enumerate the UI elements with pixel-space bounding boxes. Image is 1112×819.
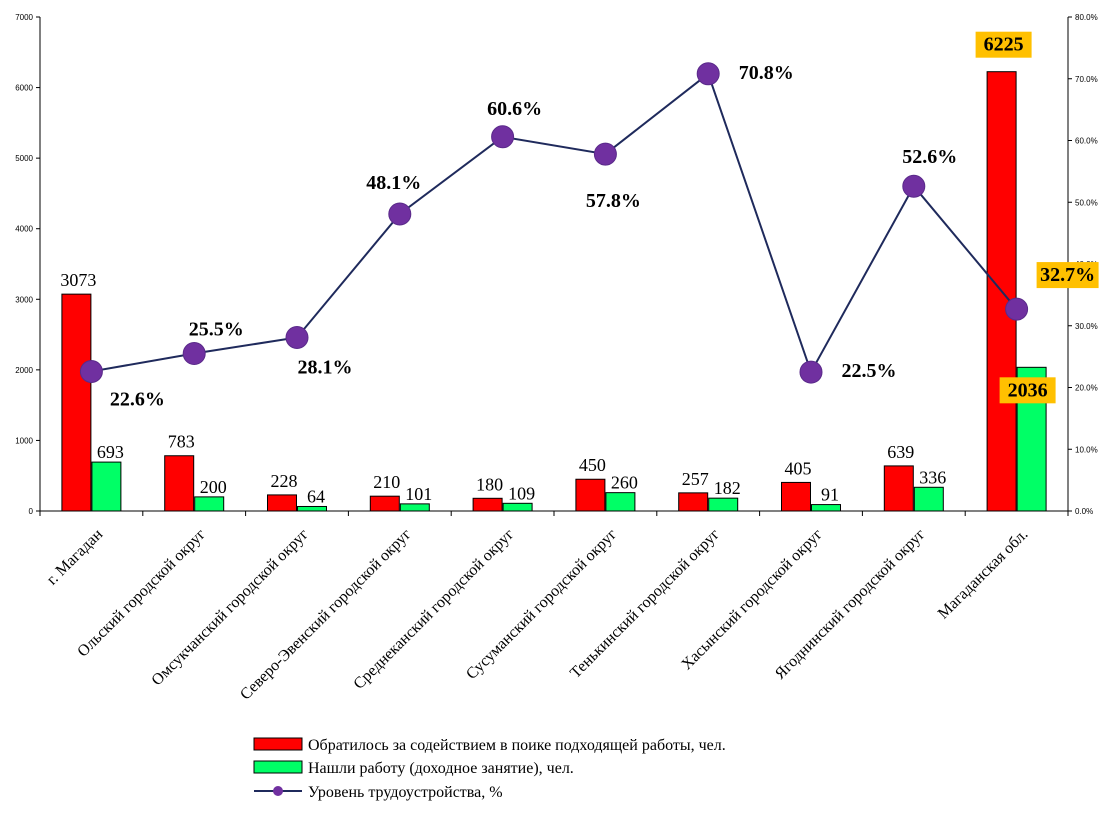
line-label: 32.7% <box>1040 264 1095 286</box>
bar-red-label: 783 <box>168 432 195 452</box>
bar-red <box>472 497 503 512</box>
bar-green-label: 109 <box>508 483 535 503</box>
y-right-tick-label: 10.0% <box>1075 445 1098 454</box>
bar-green <box>297 505 327 512</box>
bar-red-label: 3073 <box>60 270 96 290</box>
line-label: 48.1% <box>366 172 421 194</box>
bar-green-label: 101 <box>405 484 432 504</box>
y-left-tick-label: 3000 <box>15 295 33 304</box>
bar-green-label-box <box>999 377 1056 404</box>
bar-red <box>575 478 606 512</box>
bar-red-label: 450 <box>579 455 606 475</box>
bar-green-label: 260 <box>611 473 638 493</box>
y-right-tick-label: 80.0% <box>1075 13 1098 22</box>
bar-red <box>164 455 195 512</box>
bar-red <box>61 293 92 512</box>
bar-red <box>781 481 811 512</box>
y-right-tick-label: 0.0% <box>1075 507 1093 516</box>
y-left-tick-label: 4000 <box>15 225 33 234</box>
bar-green <box>502 502 533 512</box>
line-label: 25.5% <box>189 319 244 341</box>
line-marker <box>593 142 617 166</box>
line-label-box <box>1036 262 1099 289</box>
legend-swatch-red <box>253 737 303 751</box>
bar-red-label: 257 <box>682 469 709 489</box>
line-marker <box>491 125 515 149</box>
y-right-tick-label: 70.0% <box>1075 75 1098 84</box>
line-employment-rate <box>91 72 1018 375</box>
legend-label-red: Обратилось за содействием в поике подход… <box>308 737 726 754</box>
line-label: 57.8% <box>586 190 641 212</box>
x-tick-label: Среднеканский городской округ <box>350 525 517 692</box>
line-label: 22.6% <box>110 388 165 410</box>
y-left-tick-label: 2000 <box>15 366 33 375</box>
bar-green-label: 200 <box>200 477 227 497</box>
y-right-tick-label: 60.0% <box>1075 137 1098 146</box>
line-marker <box>799 360 823 384</box>
line-marker <box>182 342 206 366</box>
bar-red <box>369 495 400 512</box>
bar-red-label: 405 <box>785 458 812 478</box>
bar-red-label: 228 <box>271 471 298 491</box>
line-label: 22.5% <box>842 360 897 382</box>
bar-green-label: 2036 <box>1008 379 1048 401</box>
bar-red-label: 6225 <box>984 34 1024 56</box>
line-marker <box>388 202 412 226</box>
y-left-tick-label: 0 <box>29 507 34 516</box>
bar-red-label: 180 <box>476 474 503 494</box>
x-tick-label: Магаданская обл. <box>935 526 1032 623</box>
bar-green-label: 693 <box>97 442 124 462</box>
x-tick-label: г. Магадан <box>44 526 107 589</box>
line-label: 60.6% <box>487 98 542 120</box>
bar-red <box>883 465 914 512</box>
y-left-tick-label: 6000 <box>15 84 33 93</box>
bar-green <box>399 503 430 512</box>
bar-green <box>708 497 739 512</box>
y-left-tick-label: 5000 <box>15 154 33 163</box>
bar-red <box>267 494 297 512</box>
line-marker <box>1005 297 1029 321</box>
bar-green-label: 182 <box>714 478 741 498</box>
legend-swatch-green <box>253 760 303 774</box>
y-right-tick-label: 50.0% <box>1075 198 1098 207</box>
line-label: 52.6% <box>902 146 957 168</box>
legend-label-line: Уровень трудоустройства, % <box>308 784 503 801</box>
bar-green <box>91 461 122 512</box>
bar-green <box>811 504 841 512</box>
bar-green <box>194 496 225 512</box>
bar-red-label: 639 <box>887 442 914 462</box>
bar-red-label-box <box>975 31 1032 58</box>
y-left-tick-label: 1000 <box>15 436 33 445</box>
line-marker <box>902 174 926 198</box>
line-marker <box>285 325 309 349</box>
y-right-tick-label: 20.0% <box>1075 384 1098 393</box>
y-right-tick-label: 30.0% <box>1075 322 1098 331</box>
x-tick-label: Северо-Эвенский городской округ <box>237 525 415 703</box>
bar-green-label: 64 <box>307 486 325 506</box>
y-left-tick-label: 7000 <box>15 13 33 22</box>
bar-green-label: 91 <box>821 485 839 505</box>
line-label: 28.1% <box>298 356 353 378</box>
bar-red <box>678 492 709 512</box>
line-label: 70.8% <box>739 62 794 84</box>
legend-label-green: Нашли работу (доходное занятие), чел. <box>308 760 574 777</box>
legend-swatch-marker <box>273 786 283 796</box>
bar-red-label: 210 <box>373 472 400 492</box>
line-marker <box>79 359 103 383</box>
bar-green <box>913 486 944 512</box>
line-marker <box>696 62 720 86</box>
bar-green-label: 336 <box>919 467 946 487</box>
bar-green <box>605 492 636 512</box>
